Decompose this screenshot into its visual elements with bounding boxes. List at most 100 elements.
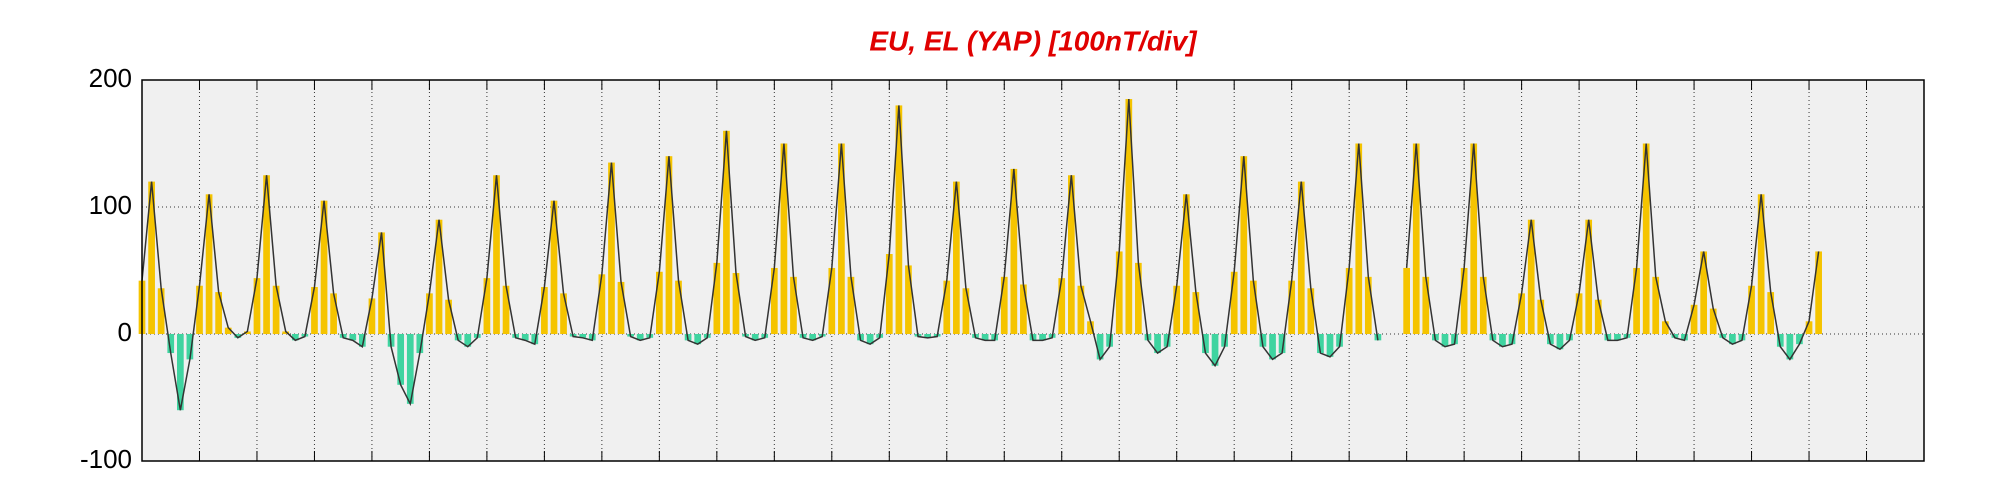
bar bbox=[1796, 334, 1803, 345]
bar bbox=[330, 293, 337, 334]
bar bbox=[560, 293, 567, 334]
bar bbox=[1010, 168, 1018, 334]
bar bbox=[1518, 293, 1525, 334]
y-tick-label: 100 bbox=[89, 190, 132, 220]
bar bbox=[550, 200, 558, 334]
bar bbox=[186, 334, 194, 360]
y-tick-label: 0 bbox=[118, 317, 132, 347]
bar bbox=[358, 334, 366, 347]
bar bbox=[723, 130, 730, 334]
bar bbox=[809, 334, 817, 341]
bar bbox=[368, 298, 376, 334]
bar bbox=[1326, 334, 1334, 357]
bar bbox=[1163, 334, 1171, 347]
plot-frame bbox=[141, 79, 1925, 462]
bar bbox=[272, 285, 280, 334]
bar bbox=[1709, 308, 1717, 334]
bar bbox=[1297, 181, 1305, 334]
bar bbox=[205, 194, 213, 334]
bar bbox=[1154, 334, 1161, 354]
bar bbox=[435, 219, 443, 334]
bar bbox=[598, 274, 606, 334]
bar bbox=[397, 334, 405, 385]
bar bbox=[751, 334, 759, 341]
bar bbox=[1067, 175, 1075, 334]
bar bbox=[1192, 292, 1200, 334]
bar bbox=[905, 265, 912, 334]
bar bbox=[483, 278, 491, 334]
bar bbox=[1087, 321, 1094, 334]
bar bbox=[224, 327, 232, 334]
bar bbox=[311, 287, 318, 334]
bar bbox=[885, 253, 893, 334]
bar bbox=[1125, 99, 1133, 334]
bar bbox=[1288, 280, 1296, 334]
bar bbox=[1307, 288, 1315, 334]
bar bbox=[1729, 334, 1736, 345]
bar bbox=[1575, 293, 1583, 334]
bar bbox=[790, 276, 797, 334]
bar bbox=[838, 143, 845, 334]
bar bbox=[176, 334, 184, 411]
bar bbox=[1805, 321, 1813, 334]
bar bbox=[531, 334, 539, 345]
bar bbox=[1240, 156, 1248, 334]
bar bbox=[416, 334, 424, 354]
bar bbox=[406, 334, 414, 404]
bar bbox=[1441, 334, 1449, 347]
bar bbox=[1221, 334, 1228, 347]
bar bbox=[675, 280, 682, 334]
bar bbox=[1096, 334, 1104, 360]
bar bbox=[1173, 285, 1181, 334]
bar bbox=[1403, 267, 1410, 334]
bar bbox=[1058, 278, 1066, 334]
bar bbox=[943, 280, 951, 334]
bar bbox=[636, 334, 644, 341]
bar bbox=[1412, 143, 1420, 334]
bar bbox=[1690, 304, 1698, 334]
bar bbox=[1355, 143, 1363, 334]
bar bbox=[196, 285, 203, 334]
trace-line bbox=[141, 99, 1379, 411]
bar bbox=[1681, 334, 1688, 341]
bar bbox=[378, 232, 385, 334]
bar bbox=[234, 334, 242, 338]
bar bbox=[1547, 334, 1554, 345]
bar bbox=[1614, 334, 1621, 341]
bar bbox=[1202, 334, 1209, 354]
bar bbox=[694, 334, 702, 345]
bar bbox=[426, 293, 433, 334]
bar bbox=[320, 200, 328, 334]
bar bbox=[1748, 285, 1755, 334]
bar bbox=[1508, 334, 1516, 345]
bar bbox=[521, 334, 529, 341]
bar bbox=[981, 334, 989, 341]
bar bbox=[1364, 276, 1372, 334]
bar bbox=[617, 281, 625, 334]
bar bbox=[953, 181, 960, 334]
bar bbox=[1499, 334, 1506, 347]
bar bbox=[1269, 334, 1276, 360]
bar bbox=[1345, 267, 1353, 334]
bar bbox=[1115, 251, 1123, 334]
bar bbox=[1537, 299, 1545, 334]
bar bbox=[665, 156, 673, 334]
bar bbox=[1757, 194, 1765, 334]
bar bbox=[1479, 276, 1487, 334]
bar bbox=[541, 287, 548, 334]
bar bbox=[1230, 271, 1238, 334]
bar bbox=[1786, 334, 1794, 360]
bar bbox=[1815, 251, 1822, 334]
bar bbox=[1556, 334, 1564, 350]
bar bbox=[493, 175, 500, 334]
bar bbox=[148, 181, 155, 334]
bar bbox=[770, 267, 778, 334]
bar bbox=[1661, 321, 1669, 334]
bar bbox=[1211, 334, 1219, 366]
bar bbox=[1652, 276, 1660, 334]
bar bbox=[847, 276, 855, 334]
bar bbox=[244, 331, 251, 334]
bar bbox=[502, 285, 510, 334]
y-tick-label: -100 bbox=[80, 444, 132, 474]
